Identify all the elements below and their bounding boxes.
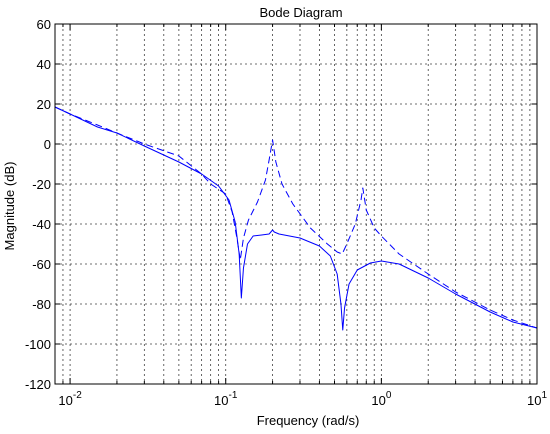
y-tick-label: -100 [25,337,51,352]
x-axis-label: Frequency (rad/s) [257,413,360,428]
x-tick-labels: 10-2 10-1 100 101 [58,390,547,408]
y-tick-label: 0 [44,137,51,152]
series-line-1 [54,106,538,331]
series-line-2 [54,106,538,329]
plot-frame [54,23,538,385]
y-axis-label: Magnitude (dB) [2,162,17,251]
y-tick-label: -40 [32,217,51,232]
y-tick-label: 60 [37,17,51,32]
y-tick-label: -60 [32,257,51,272]
x-tick-label: 10-1 [214,390,238,408]
grid [54,23,538,385]
x-tick-label: 101 [527,390,547,408]
y-tick-label: 20 [37,97,51,112]
y-tick-label: -120 [25,377,51,392]
x-tick-label: 10-2 [58,390,82,408]
x-tick-label: 100 [371,390,391,408]
y-tick-labels: 60 40 20 0 -20 -40 -60 -80 -100 -120 [25,17,51,392]
y-tick-label: -20 [32,177,51,192]
series-layer [54,106,538,331]
chart-title: Bode Diagram [259,5,342,20]
y-tick-label: -80 [32,297,51,312]
y-tick-label: 40 [37,57,51,72]
